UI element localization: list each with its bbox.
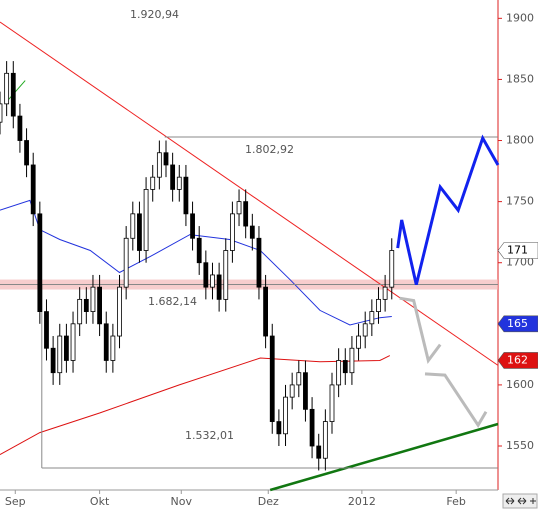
candle-body <box>283 396 288 435</box>
overlay-line <box>7 80 26 101</box>
price-tag <box>497 352 538 369</box>
y-tick-label: 1750 <box>506 195 534 208</box>
candle-body <box>376 298 381 312</box>
candle-body <box>117 286 122 337</box>
candle-body <box>296 372 302 386</box>
annotation: 1.802,92 <box>245 143 294 156</box>
candle-body <box>170 164 176 190</box>
candle-body <box>183 176 189 215</box>
candle-body <box>369 311 375 325</box>
candle-body <box>316 445 322 459</box>
candle-body <box>236 201 242 215</box>
candle-body <box>276 421 282 435</box>
candle-body <box>156 152 162 178</box>
candle-body <box>210 274 215 288</box>
candle-body <box>303 372 308 410</box>
candle-body <box>256 237 262 288</box>
candle-body <box>103 323 109 361</box>
candle-body <box>203 262 209 288</box>
x-tick-label: Okt <box>90 495 110 508</box>
candle-body <box>37 213 43 312</box>
overlay-line <box>0 355 391 456</box>
candle-body <box>176 176 182 190</box>
candle-body <box>24 140 29 166</box>
annotation: 1.920,94 <box>130 8 179 21</box>
annotation: 1.532,01 <box>185 429 234 442</box>
candle-body <box>243 201 249 227</box>
candle-body <box>342 360 348 374</box>
candle-body <box>269 335 275 422</box>
candle-body <box>70 323 76 361</box>
overlay-line <box>399 296 442 364</box>
price-tag <box>497 315 538 333</box>
candle-body <box>0 103 3 123</box>
candle-body <box>90 286 96 312</box>
y-tick-label: 1600 <box>506 378 534 391</box>
candle-body <box>356 335 361 349</box>
candle-body <box>249 225 255 239</box>
candle-body <box>57 335 63 374</box>
candle-body <box>137 213 142 251</box>
x-tick-label: 2012 <box>348 495 376 508</box>
overlay-line <box>269 422 499 492</box>
candle-body <box>196 237 202 264</box>
candle-body <box>336 360 342 386</box>
candle-body <box>190 213 195 239</box>
candle-body <box>382 286 388 300</box>
x-tick-label: Nov <box>171 495 193 508</box>
candle-body <box>143 189 149 251</box>
candle-body <box>110 335 116 361</box>
overlay-line <box>424 372 488 429</box>
candle-body <box>362 323 368 337</box>
price-tag-label: 171 <box>507 243 528 256</box>
candle-body <box>130 213 136 239</box>
candle-body <box>309 408 315 447</box>
candle-body <box>329 384 335 422</box>
candle-body <box>17 115 23 141</box>
x-tick-label: Dez <box>258 495 279 508</box>
candle-body <box>289 384 295 398</box>
candle-body <box>349 347 355 374</box>
candle-body <box>163 152 169 166</box>
candle-body <box>83 298 89 312</box>
candle-body <box>263 286 269 337</box>
y-tick-label: 1900 <box>506 11 534 24</box>
candle-body <box>389 250 395 288</box>
overlay-line <box>0 199 392 326</box>
y-tick-label: 1800 <box>506 134 534 147</box>
candle-body <box>150 176 156 190</box>
candle-body <box>223 250 229 300</box>
y-tick-label: 1850 <box>506 72 534 85</box>
y-tick-label: 1700 <box>506 256 534 269</box>
candle-body <box>77 298 83 325</box>
candle-body <box>97 286 102 325</box>
price-tag-label: 165 <box>507 317 528 330</box>
y-tick-label: 1550 <box>506 439 534 452</box>
price-tag-label: 162 <box>507 353 528 366</box>
price-tag <box>497 242 538 259</box>
candle-body <box>64 335 69 361</box>
candle-body <box>216 274 222 300</box>
candle-body <box>4 72 10 105</box>
candle-body <box>30 164 36 215</box>
candle-body <box>10 72 16 117</box>
candle-body <box>50 347 56 374</box>
scroll-arrows[interactable] <box>505 497 536 505</box>
x-tick-label: Sep <box>5 495 26 508</box>
candle-body <box>123 237 129 288</box>
candle-body <box>44 311 49 349</box>
candle-body <box>322 421 328 459</box>
scroll-icons[interactable] <box>502 493 538 509</box>
candle-body <box>229 213 235 251</box>
x-tick-label: Feb <box>446 495 465 508</box>
annotation: 1.682,14 <box>148 295 197 308</box>
overlay-line <box>396 134 500 286</box>
